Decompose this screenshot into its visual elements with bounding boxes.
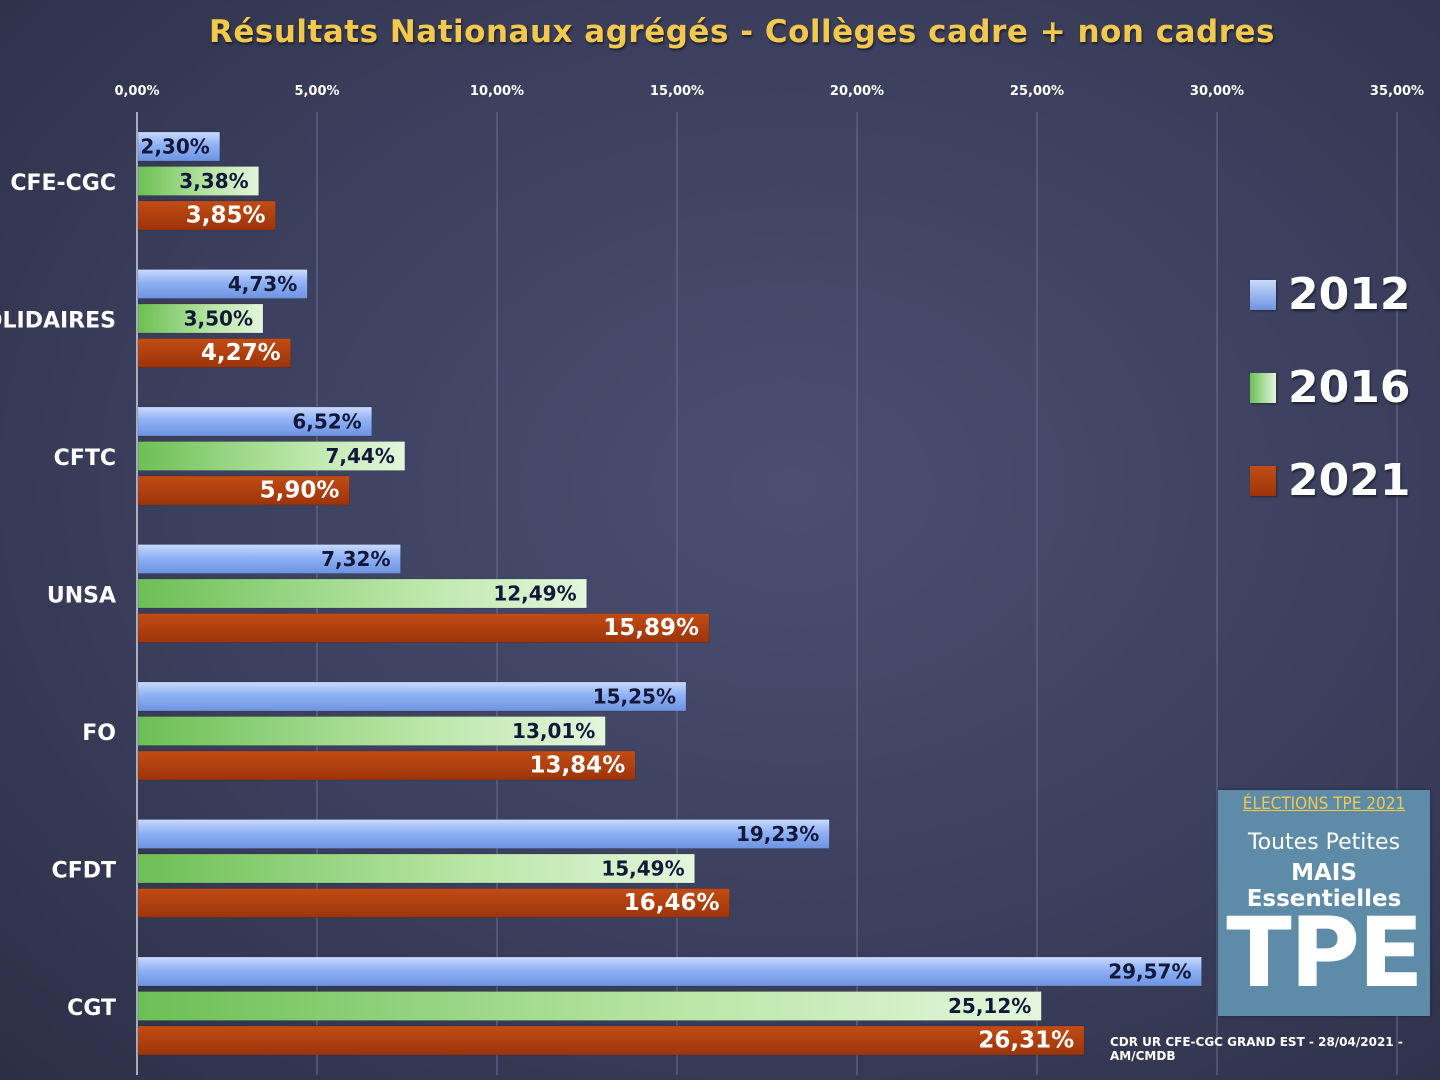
bar-2012 <box>137 269 308 299</box>
bar-2021 <box>137 338 291 368</box>
data-label: 3,38% <box>179 169 248 193</box>
data-label: 29,57% <box>1108 960 1191 984</box>
data-label: 13,84% <box>529 753 625 779</box>
legend-swatch-2021 <box>1250 465 1276 496</box>
legend-item-2021: 2021 <box>1250 434 1410 527</box>
chart-title: Résultats Nationaux agrégés - Collèges c… <box>209 14 1275 50</box>
legend-item-2012: 2012 <box>1250 248 1410 341</box>
category-label: CFDT <box>52 859 116 884</box>
legend-swatch-2016 <box>1250 372 1276 403</box>
bar-2012 <box>137 956 1202 987</box>
x-tick-label: 10,00% <box>470 84 524 99</box>
data-label: 4,73% <box>228 272 297 296</box>
data-label: 2,30% <box>140 135 209 159</box>
legend-swatch-2012 <box>1250 279 1276 310</box>
x-tick-label: 15,00% <box>650 84 704 99</box>
tpe-logo: ÉLECTIONS TPE 2021 Toutes Petites MAIS E… <box>1218 790 1430 1016</box>
bar-2021 <box>137 200 276 231</box>
data-label: 13,01% <box>512 719 595 743</box>
bar-2016 <box>137 303 264 334</box>
bar-2016 <box>137 853 695 884</box>
data-label: 4,27% <box>201 340 281 366</box>
data-label: 5,90% <box>260 478 340 504</box>
legend: 2012 2016 2021 <box>1250 248 1410 527</box>
logo-top-text: ÉLECTIONS TPE 2021 <box>1242 794 1406 814</box>
bar-2021 <box>137 750 636 781</box>
legend-item-2016: 2016 <box>1250 341 1410 434</box>
category-label: CFTC <box>54 446 116 471</box>
x-tick-label: 25,00% <box>1010 84 1064 99</box>
category-label: FO <box>82 721 116 746</box>
data-label: 6,52% <box>292 410 361 434</box>
category-label: SOLIDAIRES <box>0 309 116 334</box>
bar-2012 <box>137 681 687 712</box>
legend-label-2016: 2016 <box>1288 362 1411 413</box>
bar-2012 <box>137 406 372 437</box>
bar-2016 <box>137 441 406 471</box>
data-label: 3,85% <box>186 203 266 229</box>
data-label: 25,12% <box>948 994 1031 1018</box>
bar-2012 <box>137 544 401 574</box>
bar-2021 <box>137 888 730 918</box>
bar-2016 <box>137 166 259 196</box>
x-tick-label: 0,00% <box>114 84 159 99</box>
data-label: 16,46% <box>624 890 720 916</box>
x-tick-label: 35,00% <box>1370 84 1424 99</box>
data-label: 3,50% <box>184 307 253 331</box>
logo-line1: Toutes Petites <box>1247 830 1401 855</box>
bar-2021 <box>137 475 350 506</box>
data-label: 19,23% <box>736 822 819 846</box>
bar-2016 <box>137 991 1042 1021</box>
category-label: CGT <box>67 996 116 1021</box>
logo-big-text: TPE <box>1226 897 1423 1009</box>
bar-2021 <box>137 613 710 643</box>
bar-2016 <box>137 578 587 609</box>
bar-2016 <box>137 716 606 746</box>
bar-2021 <box>137 1025 1085 1056</box>
legend-label-2021: 2021 <box>1288 455 1411 506</box>
category-label: CFE-CGC <box>10 171 116 196</box>
data-label: 7,44% <box>325 444 394 468</box>
legend-label-2012: 2012 <box>1288 269 1411 320</box>
category-label: UNSA <box>47 584 116 609</box>
x-tick-label: 5,00% <box>294 84 339 99</box>
data-label: 26,31% <box>978 1028 1074 1054</box>
x-tick-label: 20,00% <box>830 84 884 99</box>
data-label: 15,89% <box>603 615 699 641</box>
logo-line2: MAIS Essentielles <box>1246 860 1402 912</box>
data-label: 15,49% <box>601 857 684 881</box>
footer-credit: CDR UR CFE-CGC GRAND EST - 28/04/2021 - … <box>1110 1035 1403 1063</box>
bar-2012 <box>137 819 830 849</box>
data-label: 7,32% <box>321 547 390 571</box>
data-label: 15,25% <box>593 685 676 709</box>
x-tick-label: 30,00% <box>1190 84 1244 99</box>
data-label: 12,49% <box>493 582 576 606</box>
bar-2012 <box>137 131 221 162</box>
